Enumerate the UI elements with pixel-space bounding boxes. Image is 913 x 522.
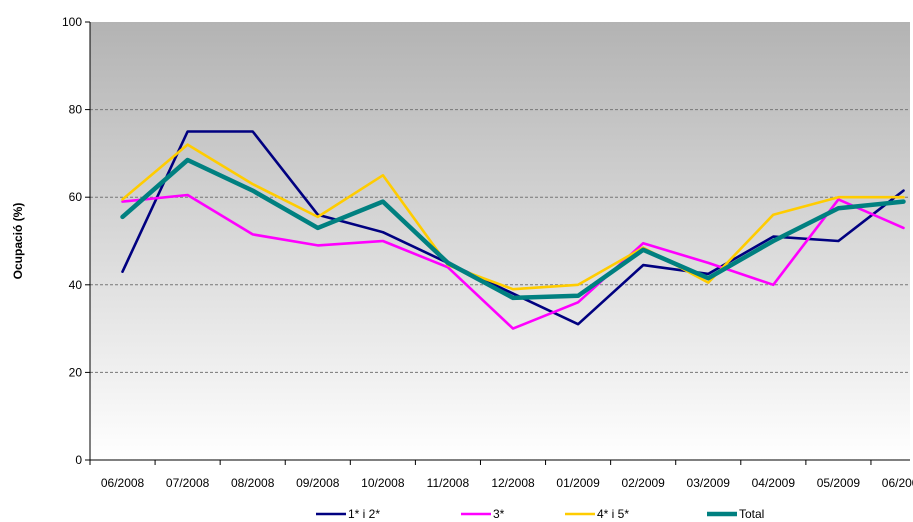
y-tick-label: 0 bbox=[75, 453, 82, 467]
x-tick-label: 08/2008 bbox=[231, 476, 275, 490]
y-tick-label: 40 bbox=[69, 278, 83, 292]
y-tick-label: 20 bbox=[69, 365, 83, 379]
axes: 0 20 40 60 80 100 06/2008 07/2008 08/2008 09/2008… bbox=[62, 15, 913, 490]
legend-label: Total bbox=[739, 507, 764, 521]
legend-label: 3* bbox=[493, 507, 505, 521]
series-line bbox=[121, 143, 905, 291]
x-tick-label: 12/2008 bbox=[491, 476, 535, 490]
series-line bbox=[120, 157, 906, 301]
legend-label: 4* i 5* bbox=[597, 507, 629, 521]
x-tick-label: 02/2009 bbox=[621, 476, 665, 490]
x-tick-label: 06/2008 bbox=[101, 476, 145, 490]
x-tick-label: 09/2008 bbox=[296, 476, 340, 490]
x-tick-label: 01/2009 bbox=[556, 476, 600, 490]
y-tick-label: 60 bbox=[69, 190, 83, 204]
y-axis-title: Ocupació (%) bbox=[11, 203, 25, 280]
y-tick-label: 80 bbox=[69, 103, 83, 117]
series-line bbox=[121, 193, 905, 330]
series-lines bbox=[120, 130, 906, 330]
y-tick-label: 100 bbox=[62, 15, 82, 29]
plot-area bbox=[90, 22, 910, 460]
x-tick-label: 11/2008 bbox=[427, 476, 470, 490]
x-tick-label: 03/2009 bbox=[687, 476, 731, 490]
x-tick-label: 05/2009 bbox=[817, 476, 861, 490]
x-tick-label: 10/2008 bbox=[361, 476, 405, 490]
x-tick-label: 07/2008 bbox=[166, 476, 210, 490]
legend-label: 1* i 2* bbox=[348, 507, 380, 521]
x-tick-label: 06/2009 bbox=[882, 476, 913, 490]
legend: 1* i 2* 3* 4* i 5* Total bbox=[316, 507, 764, 521]
x-tick-label: 04/2009 bbox=[752, 476, 796, 490]
series-line bbox=[121, 130, 905, 326]
